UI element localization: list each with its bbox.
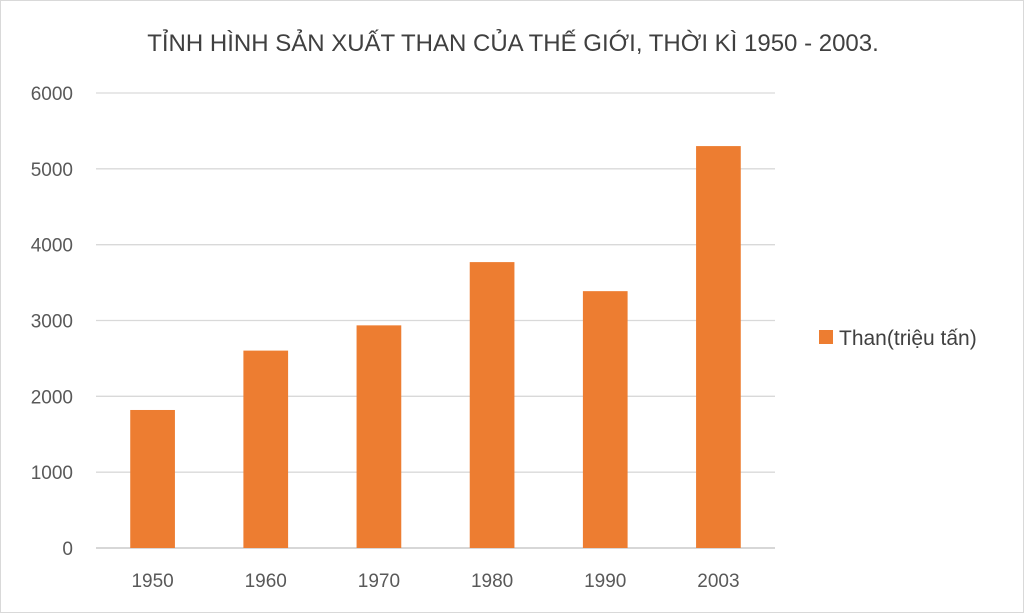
legend: Than(triệu tấn) (819, 327, 977, 350)
bar-1950 (130, 409, 175, 548)
bar-1980 (469, 262, 515, 548)
legend-label: Than(triệu tấn) (839, 327, 977, 350)
bar-1970 (356, 325, 402, 548)
chart-title: TỈNH HÌNH SẢN XUẤT THAN CỦA THẾ GIỚI, TH… (147, 28, 879, 57)
y-tick-label: 0 (62, 539, 73, 560)
y-tick-label: 3000 (31, 312, 73, 333)
x-tick-label: 1960 (245, 571, 287, 592)
y-tick-label: 4000 (31, 236, 73, 257)
x-tick-label: 1980 (471, 571, 513, 592)
bar-1960 (243, 350, 289, 548)
x-axis-ticks: 1950 1960 1970 1980 1990 2003 (131, 571, 739, 592)
x-tick-label: 1970 (358, 571, 400, 592)
bar-2003 (696, 146, 741, 549)
bars (130, 146, 741, 549)
y-tick-label: 6000 (31, 84, 73, 105)
x-tick-label: 1990 (584, 571, 626, 592)
y-tick-label: 1000 (31, 463, 73, 484)
x-tick-label: 1950 (131, 571, 173, 592)
x-tick-label: 2003 (697, 571, 739, 592)
bar-1990 (582, 291, 628, 548)
y-tick-label: 5000 (31, 160, 73, 181)
y-tick-label: 2000 (31, 387, 73, 408)
legend-swatch (819, 330, 833, 344)
gridlines (96, 92, 775, 549)
y-axis-ticks: 0 1000 2000 3000 4000 5000 6000 (31, 84, 73, 560)
